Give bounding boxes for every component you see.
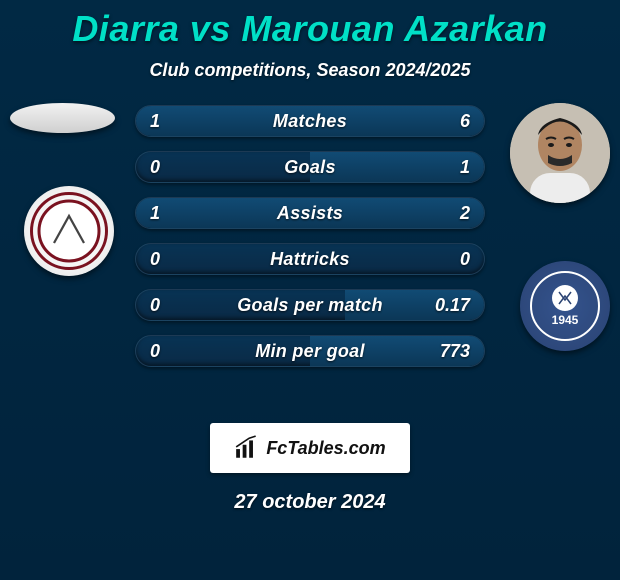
club-left-svg xyxy=(24,186,114,276)
player-left-silhouette xyxy=(10,103,115,133)
stat-row: 12Assists xyxy=(135,197,485,229)
player-left-avatar xyxy=(10,103,115,133)
stat-label: Goals per match xyxy=(136,290,484,320)
date-label: 27 october 2024 xyxy=(0,491,620,514)
stat-row: 00.17Goals per match xyxy=(135,289,485,321)
stat-label: Assists xyxy=(136,198,484,228)
player-right-photo xyxy=(510,103,610,203)
stat-row: 01Goals xyxy=(135,151,485,183)
chart-icon xyxy=(234,435,260,461)
page-subtitle: Club competitions, Season 2024/2025 xyxy=(0,60,620,81)
club-logo-al-wahda xyxy=(24,186,114,276)
stat-label: Matches xyxy=(136,106,484,136)
watermark: FcTables.com xyxy=(210,423,410,473)
player-left-club-logo xyxy=(24,186,114,276)
stat-row: 16Matches xyxy=(135,105,485,137)
stat-row: 0773Min per goal xyxy=(135,335,485,367)
player-right-club-logo: 1945 xyxy=(520,261,610,351)
stat-label: Min per goal xyxy=(136,336,484,366)
svg-text:1945: 1945 xyxy=(552,313,579,327)
club-right-svg: 1945 xyxy=(529,270,601,342)
page-title: Diarra vs Marouan Azarkan xyxy=(0,0,620,50)
stat-label: Goals xyxy=(136,152,484,182)
stat-row: 00Hattricks xyxy=(135,243,485,275)
club-logo-al-nasr: 1945 xyxy=(520,261,610,351)
comparison-panel: 1945 16Matches01Goals12Assists00Hattrick… xyxy=(0,111,620,411)
stat-bars: 16Matches 01Goals 12Assists 00Hattricks 00.1… xyxy=(135,105,485,381)
watermark-text: FcTables.com xyxy=(266,438,385,459)
player-right-avatar xyxy=(510,103,610,203)
stat-label: Hattricks xyxy=(136,244,484,274)
